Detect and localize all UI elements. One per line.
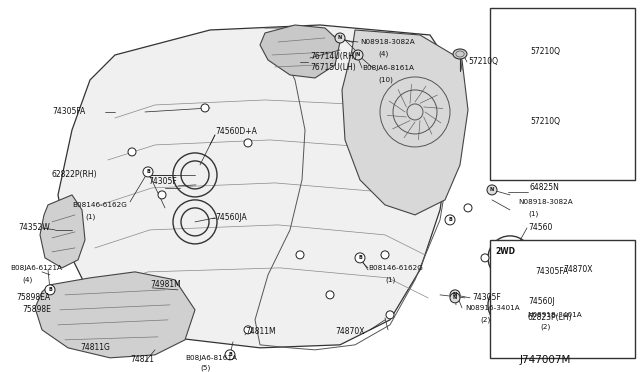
- Text: N: N: [516, 315, 520, 320]
- Text: 75898E: 75898E: [22, 305, 51, 314]
- Text: (4): (4): [378, 51, 388, 57]
- Text: 57210Q: 57210Q: [530, 48, 560, 57]
- Text: 57210Q: 57210Q: [530, 118, 560, 126]
- Text: N08918-3082A: N08918-3082A: [360, 39, 415, 45]
- Circle shape: [496, 309, 514, 327]
- Text: J747007M: J747007M: [520, 355, 572, 365]
- Text: (10): (10): [378, 77, 393, 83]
- Text: N: N: [356, 52, 360, 58]
- Text: (2): (2): [480, 317, 490, 323]
- Circle shape: [143, 167, 153, 177]
- Circle shape: [244, 139, 252, 147]
- Text: N: N: [490, 187, 494, 192]
- Text: (2): (2): [540, 324, 550, 330]
- Text: 75898EA: 75898EA: [16, 294, 50, 302]
- Circle shape: [381, 251, 389, 259]
- Circle shape: [450, 293, 460, 303]
- Text: 74305F: 74305F: [148, 177, 177, 186]
- Circle shape: [450, 290, 460, 300]
- Circle shape: [355, 253, 365, 263]
- Text: B08JA6-8161A: B08JA6-8161A: [362, 65, 414, 71]
- Text: (1): (1): [385, 277, 396, 283]
- Circle shape: [464, 204, 472, 212]
- Text: (5): (5): [200, 365, 211, 371]
- Text: B08146-6162G: B08146-6162G: [72, 202, 127, 208]
- Polygon shape: [40, 195, 85, 268]
- Text: 64825N: 64825N: [530, 183, 560, 192]
- Text: N: N: [453, 292, 457, 297]
- Bar: [490, 8, 635, 180]
- Polygon shape: [260, 25, 340, 78]
- Text: 74981M: 74981M: [150, 280, 180, 289]
- Text: B: B: [228, 352, 232, 357]
- Ellipse shape: [453, 49, 467, 59]
- Text: B: B: [48, 287, 52, 292]
- Text: 74870X: 74870X: [563, 265, 593, 275]
- Text: B: B: [146, 169, 150, 174]
- Text: 74560: 74560: [528, 224, 552, 232]
- Text: (1): (1): [528, 211, 538, 217]
- Circle shape: [500, 313, 510, 323]
- Circle shape: [326, 291, 334, 299]
- Text: 76715U(LH): 76715U(LH): [310, 64, 356, 73]
- Text: 74305FA: 74305FA: [52, 108, 85, 116]
- Circle shape: [158, 191, 166, 199]
- Text: B08146-6162G: B08146-6162G: [368, 265, 423, 271]
- Text: 74870X: 74870X: [335, 327, 365, 336]
- Ellipse shape: [507, 42, 523, 54]
- Text: 74305F: 74305F: [472, 294, 500, 302]
- Circle shape: [128, 148, 136, 156]
- Circle shape: [335, 33, 345, 43]
- Text: B08JA6-8161A: B08JA6-8161A: [185, 355, 237, 361]
- Text: 62823P(LH): 62823P(LH): [528, 313, 573, 323]
- Text: 2WD: 2WD: [495, 247, 515, 256]
- Bar: [490, 240, 635, 358]
- Circle shape: [445, 215, 455, 225]
- Text: B: B: [448, 217, 452, 222]
- Polygon shape: [58, 25, 460, 348]
- Circle shape: [386, 311, 394, 319]
- Circle shape: [296, 251, 304, 259]
- Text: N08916-3401A: N08916-3401A: [465, 305, 520, 311]
- Text: 74811M: 74811M: [245, 327, 276, 336]
- Circle shape: [481, 254, 489, 262]
- Text: B: B: [358, 256, 362, 260]
- Circle shape: [353, 50, 363, 60]
- Circle shape: [512, 312, 524, 324]
- Text: N08918-3401A: N08918-3401A: [527, 312, 582, 318]
- Text: B08JA6-6121A: B08JA6-6121A: [10, 265, 62, 271]
- Text: 74560D+A: 74560D+A: [215, 128, 257, 137]
- Text: 76714U(RH): 76714U(RH): [310, 52, 357, 61]
- Circle shape: [244, 326, 252, 334]
- Text: (4): (4): [22, 277, 32, 283]
- Text: 57210Q: 57210Q: [468, 57, 498, 67]
- Text: 74811G: 74811G: [80, 343, 110, 352]
- Text: N: N: [453, 295, 457, 300]
- Ellipse shape: [507, 112, 523, 124]
- Text: 74560J: 74560J: [528, 297, 555, 307]
- Circle shape: [487, 185, 497, 195]
- Text: 74560JA: 74560JA: [215, 214, 247, 222]
- Text: (1): (1): [85, 214, 95, 220]
- Text: 74305FA: 74305FA: [535, 267, 568, 276]
- Text: N08918-3082A: N08918-3082A: [518, 199, 573, 205]
- Polygon shape: [342, 30, 468, 215]
- Text: 74811: 74811: [130, 355, 154, 364]
- Text: 62822P(RH): 62822P(RH): [52, 170, 98, 179]
- Circle shape: [201, 104, 209, 112]
- Text: 74352W: 74352W: [18, 224, 50, 232]
- Text: N: N: [338, 35, 342, 41]
- Circle shape: [45, 285, 55, 295]
- Circle shape: [225, 350, 235, 360]
- Polygon shape: [35, 272, 195, 358]
- Polygon shape: [498, 265, 560, 282]
